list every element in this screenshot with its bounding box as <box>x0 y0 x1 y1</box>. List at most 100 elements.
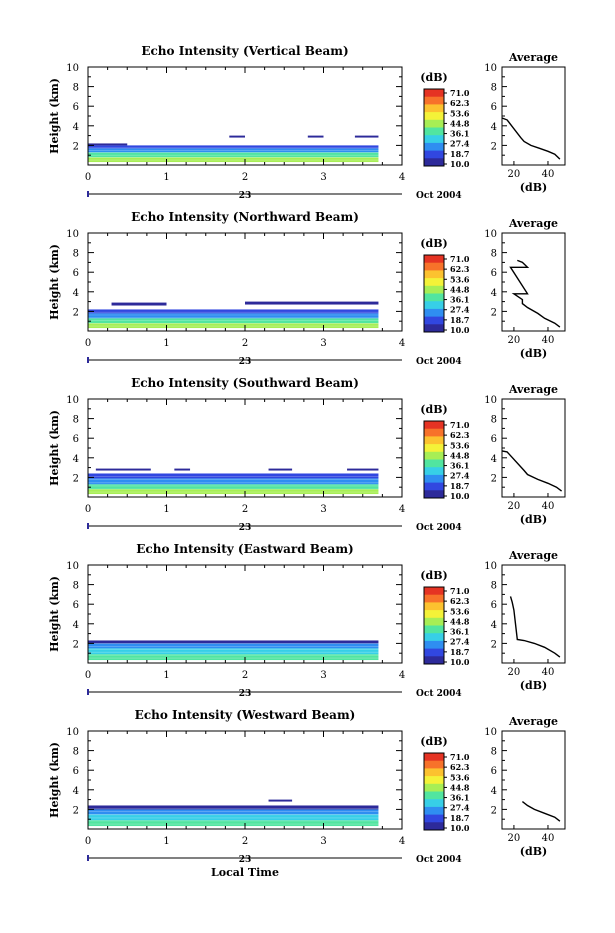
colorbar-swatch <box>424 474 444 484</box>
colorbar-swatch <box>424 308 444 318</box>
echo-layer <box>88 157 379 163</box>
colorbar-tick-label: 10.0 <box>450 657 470 667</box>
day-label: 23 <box>239 357 252 367</box>
x-tick-label: 1 <box>163 338 169 349</box>
colorbar-swatch <box>424 760 444 769</box>
colorbar-unit: (dB) <box>420 569 447 582</box>
echo-layer <box>88 318 379 324</box>
x-tick-label: 4 <box>399 670 405 681</box>
average-x-label: (dB) <box>520 845 547 858</box>
colorbar: (dB)71.062.353.644.836.127.418.710.0 <box>420 403 470 501</box>
average-y-tick-label: 2 <box>491 141 497 152</box>
colorbar-swatch <box>424 278 444 287</box>
echo-layer <box>307 135 324 138</box>
average-x-tick-label: 40 <box>542 833 555 844</box>
echo-layer <box>268 468 293 471</box>
echo-layer <box>174 468 191 471</box>
x-tick-label: 4 <box>399 836 405 847</box>
average-x-label: (dB) <box>520 181 547 194</box>
average-y-tick-label: 8 <box>491 83 497 94</box>
colorbar-swatch <box>424 648 444 657</box>
colorbar-tick-label: 18.7 <box>450 149 469 159</box>
colorbar-unit: (dB) <box>420 403 447 416</box>
panel-title: Echo Intensity (Westward Beam) <box>135 708 356 722</box>
colorbar-swatch <box>424 255 444 264</box>
average-y-tick-label: 8 <box>491 581 497 592</box>
colorbar-swatch <box>424 119 444 128</box>
y-tick-label: 10 <box>66 395 79 406</box>
echo-layer <box>111 302 167 306</box>
average-profile-line <box>509 596 561 658</box>
y-tick-label: 6 <box>73 268 79 279</box>
echo-layer <box>88 643 379 649</box>
colorbar-tick-label: 36.1 <box>450 793 469 803</box>
colorbar-tick-label: 18.7 <box>450 647 469 657</box>
echo-layer <box>95 468 151 471</box>
colorbar-swatch <box>424 806 444 816</box>
y-tick-label: 4 <box>73 454 79 465</box>
x-tick-label: 2 <box>242 338 248 349</box>
x-tick-label: 1 <box>163 172 169 183</box>
echo-layers <box>88 799 379 827</box>
colorbar-tick-label: 18.7 <box>450 481 469 491</box>
average-frame <box>501 398 566 498</box>
colorbar-tick-label: 36.1 <box>450 129 469 139</box>
x-tick-label: 1 <box>163 836 169 847</box>
average-frame <box>501 66 566 166</box>
colorbar-swatch <box>424 768 444 777</box>
average-panel: Average 2 4 6 8 10 20 40(dB) <box>484 715 566 858</box>
x-tick-label: 3 <box>320 836 326 847</box>
echo-layer <box>88 145 379 149</box>
x-tick-label: 0 <box>85 504 91 515</box>
colorbar-tick-label: 10.0 <box>450 823 470 833</box>
colorbar-swatch <box>424 421 444 430</box>
y-tick-label: 6 <box>73 766 79 777</box>
y-axis-label: Height (km) <box>48 244 61 320</box>
echo-layer <box>88 313 379 319</box>
average-y-tick-label: 10 <box>484 727 497 738</box>
y-tick-label: 6 <box>73 434 79 445</box>
echo-layer <box>354 135 379 138</box>
echo-layer <box>245 301 379 305</box>
echo-layer <box>88 143 128 146</box>
colorbar-swatch <box>424 776 444 785</box>
colorbar-tick-label: 27.4 <box>450 803 470 813</box>
average-y-tick-label: 10 <box>484 561 497 572</box>
average-title: Average <box>508 383 558 396</box>
colorbar-tick-label: 36.1 <box>450 461 469 471</box>
colorbar-swatch <box>424 602 444 611</box>
colorbar-tick-label: 62.3 <box>450 762 470 772</box>
colorbar-swatch <box>424 490 444 499</box>
colorbar-swatch <box>424 444 444 453</box>
colorbar-tick-label: 71.0 <box>450 420 470 430</box>
average-panel: Average 2 4 6 8 10 20 40(dB) <box>484 549 566 692</box>
colorbar: (dB)71.062.353.644.836.127.418.710.0 <box>420 71 470 169</box>
colorbar-tick-label: 53.6 <box>450 274 470 284</box>
average-title: Average <box>508 51 558 64</box>
colorbar-tick-label: 27.4 <box>450 637 470 647</box>
colorbar-tick-label: 10.0 <box>450 325 470 335</box>
average-x-tick-label: 40 <box>542 335 555 346</box>
colorbar-tick-label: 44.8 <box>450 782 470 792</box>
average-y-tick-label: 6 <box>491 600 497 611</box>
echo-layer <box>88 820 379 827</box>
colorbar-frame <box>423 88 445 167</box>
colorbar: (dB)71.062.353.644.836.127.418.710.0 <box>420 569 470 667</box>
echo-layer <box>88 309 379 314</box>
colorbar-swatch <box>424 459 444 468</box>
echo-layer <box>268 799 293 802</box>
colorbar-swatch <box>424 791 444 800</box>
y-tick-label: 8 <box>73 249 79 260</box>
colorbar-swatch <box>424 482 444 491</box>
average-y-tick-label: 4 <box>491 786 497 797</box>
echo-layer <box>88 489 379 495</box>
average-y-tick-label: 8 <box>491 415 497 426</box>
panel-1: Echo Intensity (Northward Beam) Height (k… <box>48 210 566 367</box>
colorbar-swatch <box>424 135 444 144</box>
y-tick-label: 2 <box>73 473 79 484</box>
y-tick-label: 10 <box>66 63 79 74</box>
x-tick-label: 0 <box>85 172 91 183</box>
panel-4: Echo Intensity (Westward Beam) Height (km… <box>48 708 566 865</box>
x-tick-label: 0 <box>85 338 91 349</box>
